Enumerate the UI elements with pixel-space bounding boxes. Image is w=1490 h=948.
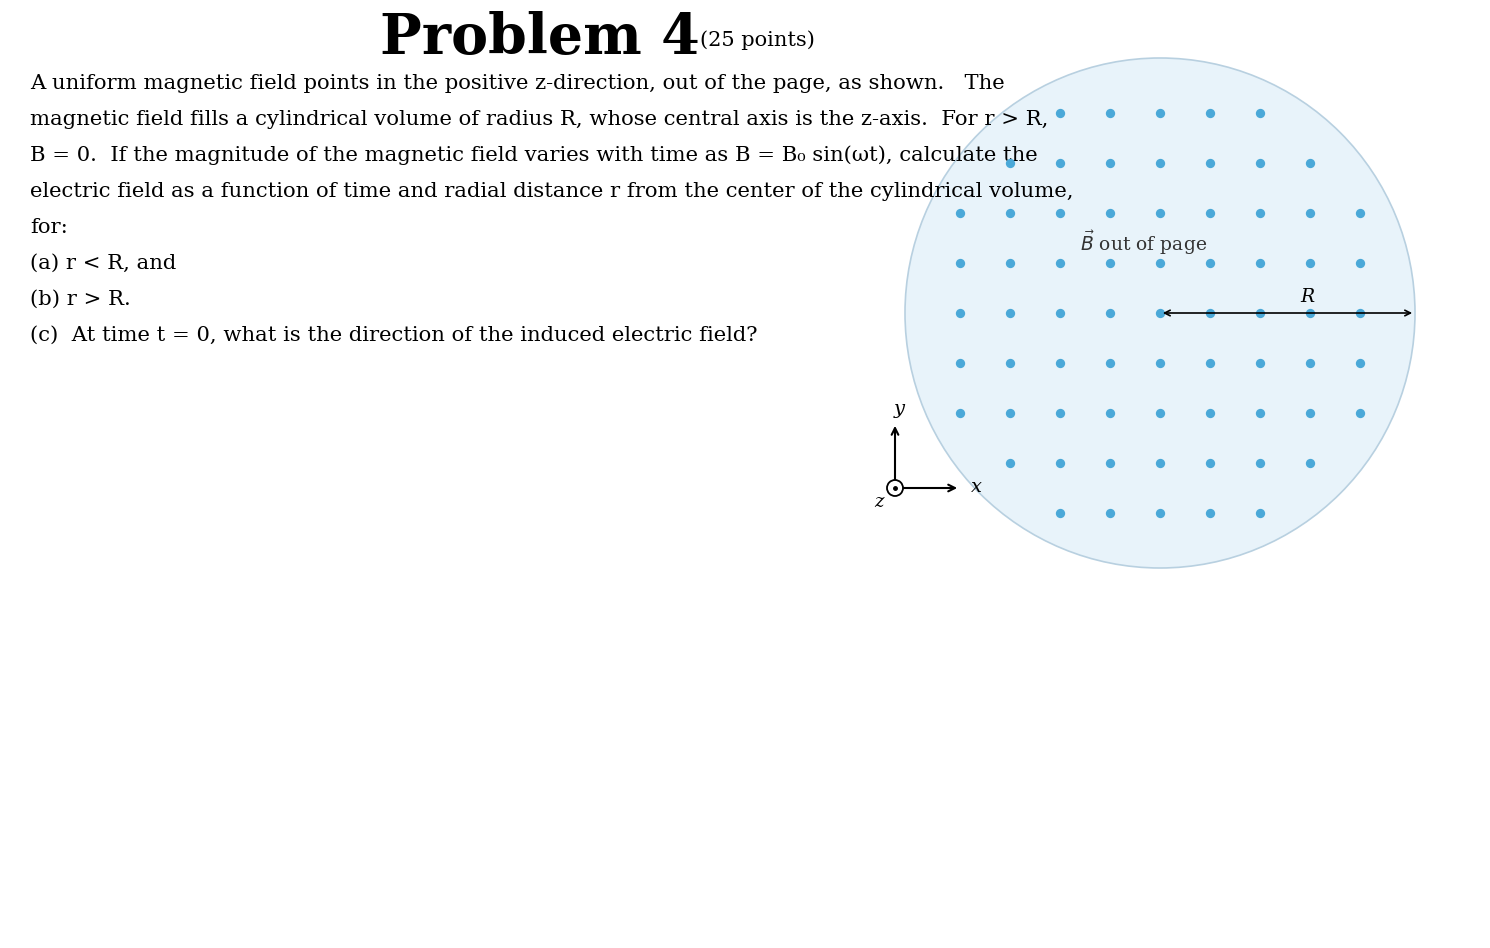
Point — [1198, 255, 1222, 270]
Point — [1249, 305, 1272, 320]
Point — [1047, 155, 1071, 171]
Point — [1149, 305, 1173, 320]
Circle shape — [904, 58, 1416, 568]
Point — [1249, 105, 1272, 120]
Point — [1348, 206, 1372, 221]
Point — [1249, 155, 1272, 171]
Text: x: x — [970, 478, 982, 496]
Point — [1149, 356, 1173, 371]
Point — [1249, 406, 1272, 421]
Point — [1249, 206, 1272, 221]
Text: (a) r < R, and: (a) r < R, and — [30, 253, 176, 272]
Point — [1249, 505, 1272, 520]
Point — [1298, 206, 1322, 221]
Point — [1249, 455, 1272, 470]
Text: magnetic field fills a cylindrical volume of radius R, whose central axis is the: magnetic field fills a cylindrical volum… — [30, 110, 1049, 129]
Text: z: z — [875, 493, 884, 511]
Point — [1298, 155, 1322, 171]
Point — [998, 255, 1022, 270]
Text: for:: for: — [30, 217, 67, 236]
Point — [1098, 406, 1122, 421]
Text: $\vec{B}$ out of page: $\vec{B}$ out of page — [1080, 228, 1207, 257]
Point — [1198, 505, 1222, 520]
Point — [948, 305, 971, 320]
Point — [1149, 505, 1173, 520]
Circle shape — [887, 480, 903, 496]
Point — [1249, 255, 1272, 270]
Point — [1098, 455, 1122, 470]
Point — [1198, 206, 1222, 221]
Point — [1149, 255, 1173, 270]
Point — [1348, 255, 1372, 270]
Point — [1348, 356, 1372, 371]
Point — [1149, 105, 1173, 120]
Text: (25 points): (25 points) — [700, 30, 815, 50]
Point — [1198, 356, 1222, 371]
Point — [948, 255, 971, 270]
Point — [1098, 155, 1122, 171]
Point — [948, 406, 971, 421]
Point — [1047, 206, 1071, 221]
Point — [1298, 406, 1322, 421]
Point — [1298, 305, 1322, 320]
Point — [998, 305, 1022, 320]
Point — [1098, 305, 1122, 320]
Point — [1047, 255, 1071, 270]
Point — [1198, 455, 1222, 470]
Text: (c)  At time t = 0, what is the direction of the induced electric field?: (c) At time t = 0, what is the direction… — [30, 325, 757, 344]
Point — [1047, 455, 1071, 470]
Point — [998, 356, 1022, 371]
Text: y: y — [894, 400, 904, 418]
Point — [1348, 406, 1372, 421]
Point — [1047, 105, 1071, 120]
Text: electric field as a function of time and radial distance r from the center of th: electric field as a function of time and… — [30, 181, 1073, 200]
Point — [1098, 206, 1122, 221]
Point — [1298, 356, 1322, 371]
Point — [1098, 255, 1122, 270]
Point — [1098, 105, 1122, 120]
Point — [998, 406, 1022, 421]
Point — [1198, 155, 1222, 171]
Point — [948, 206, 971, 221]
Point — [1047, 305, 1071, 320]
Point — [1098, 505, 1122, 520]
Point — [998, 155, 1022, 171]
Point — [1198, 105, 1222, 120]
Point — [1298, 455, 1322, 470]
Point — [1198, 406, 1222, 421]
Text: A uniform magnetic field points in the positive z-direction, out of the page, as: A uniform magnetic field points in the p… — [30, 74, 1004, 93]
Point — [998, 455, 1022, 470]
Text: Problem 4: Problem 4 — [380, 10, 700, 65]
Point — [1149, 155, 1173, 171]
Point — [1198, 305, 1222, 320]
Point — [1249, 356, 1272, 371]
Text: B = 0.  If the magnitude of the magnetic field varies with time as B = B₀ sin(ωt: B = 0. If the magnitude of the magnetic … — [30, 145, 1037, 165]
Point — [998, 206, 1022, 221]
Point — [1149, 406, 1173, 421]
Point — [1298, 255, 1322, 270]
Point — [1348, 305, 1372, 320]
Point — [948, 356, 971, 371]
Text: (b) r > R.: (b) r > R. — [30, 289, 131, 308]
Point — [1047, 356, 1071, 371]
Text: R: R — [1301, 288, 1314, 306]
Point — [1149, 455, 1173, 470]
Point — [1047, 406, 1071, 421]
Point — [1098, 356, 1122, 371]
Point — [1149, 206, 1173, 221]
Point — [1047, 505, 1071, 520]
